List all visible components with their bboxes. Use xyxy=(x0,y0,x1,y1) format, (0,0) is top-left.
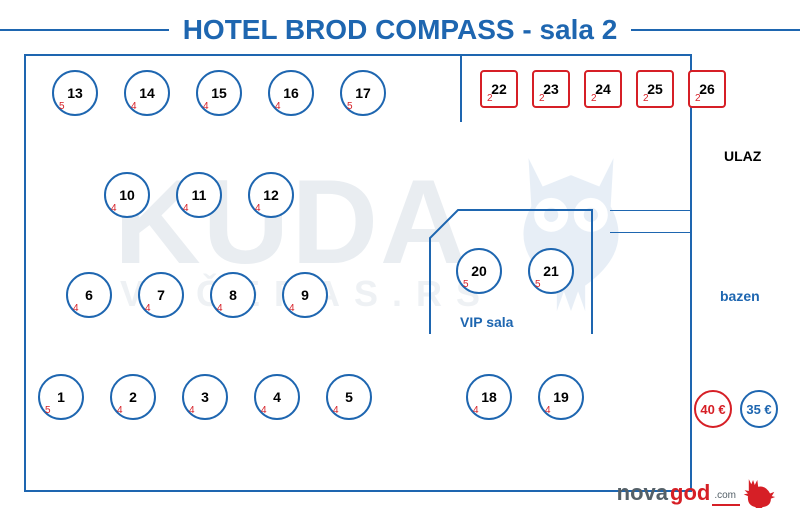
table-8[interactable]: 84 xyxy=(210,272,256,318)
table-capacity: 2 xyxy=(695,93,701,104)
table-number: 8 xyxy=(229,287,237,303)
table-11[interactable]: 114 xyxy=(176,172,222,218)
table-number: 22 xyxy=(491,81,507,97)
table-7[interactable]: 74 xyxy=(138,272,184,318)
table-capacity: 4 xyxy=(131,101,137,112)
table-capacity: 4 xyxy=(183,203,189,214)
table-capacity: 5 xyxy=(45,405,51,416)
table-5[interactable]: 54 xyxy=(326,374,372,420)
table-number: 13 xyxy=(67,85,83,101)
logo-com: .com xyxy=(712,490,740,506)
table-capacity: 5 xyxy=(347,101,353,112)
table-23[interactable]: 232 xyxy=(532,70,570,108)
table-15[interactable]: 154 xyxy=(196,70,242,116)
table-18[interactable]: 184 xyxy=(466,374,512,420)
table-4[interactable]: 44 xyxy=(254,374,300,420)
table-capacity: 5 xyxy=(59,101,65,112)
table-number: 23 xyxy=(543,81,559,97)
table-number: 3 xyxy=(201,389,209,405)
table-capacity: 4 xyxy=(473,405,479,416)
table-capacity: 4 xyxy=(189,405,195,416)
table-number: 9 xyxy=(301,287,309,303)
table-20[interactable]: 205 xyxy=(456,248,502,294)
table-number: 14 xyxy=(139,85,155,101)
table-2[interactable]: 24 xyxy=(110,374,156,420)
table-21[interactable]: 215 xyxy=(528,248,574,294)
table-number: 4 xyxy=(273,389,281,405)
table-capacity: 4 xyxy=(289,303,295,314)
table-22[interactable]: 222 xyxy=(480,70,518,108)
table-24[interactable]: 242 xyxy=(584,70,622,108)
table-19[interactable]: 194 xyxy=(538,374,584,420)
table-capacity: 4 xyxy=(333,405,339,416)
title-line-left xyxy=(0,29,169,31)
table-capacity: 4 xyxy=(117,405,123,416)
table-16[interactable]: 164 xyxy=(268,70,314,116)
table-number: 17 xyxy=(355,85,371,101)
table-capacity: 2 xyxy=(487,93,493,104)
table-number: 7 xyxy=(157,287,165,303)
table-capacity: 4 xyxy=(203,101,209,112)
table-capacity: 4 xyxy=(545,405,551,416)
table-12[interactable]: 124 xyxy=(248,172,294,218)
table-number: 6 xyxy=(85,287,93,303)
table-number: 12 xyxy=(263,187,279,203)
floor-plan: KUDA VEČERAS.RS 135144154164175104114124… xyxy=(24,54,776,492)
table-capacity: 5 xyxy=(535,279,541,290)
table-number: 16 xyxy=(283,85,299,101)
table-capacity: 2 xyxy=(643,93,649,104)
table-capacity: 4 xyxy=(275,101,281,112)
table-9[interactable]: 94 xyxy=(282,272,328,318)
table-number: 1 xyxy=(57,389,65,405)
table-capacity: 5 xyxy=(463,279,469,290)
vip-label: VIP sala xyxy=(460,314,513,330)
table-number: 24 xyxy=(595,81,611,97)
table-number: 25 xyxy=(647,81,663,97)
table-number: 21 xyxy=(543,263,559,279)
table-6[interactable]: 64 xyxy=(66,272,112,318)
table-3[interactable]: 34 xyxy=(182,374,228,420)
table-number: 5 xyxy=(345,389,353,405)
brand-logo: novagod .com xyxy=(617,474,776,506)
table-13[interactable]: 135 xyxy=(52,70,98,116)
table-capacity: 4 xyxy=(73,303,79,314)
table-number: 18 xyxy=(481,389,497,405)
title-row: HOTEL BROD COMPASS - sala 2 xyxy=(0,14,800,46)
logo-nova: nova xyxy=(617,480,668,506)
table-number: 2 xyxy=(129,389,137,405)
table-capacity: 4 xyxy=(145,303,151,314)
table-25[interactable]: 252 xyxy=(636,70,674,108)
table-number: 15 xyxy=(211,85,227,101)
table-number: 11 xyxy=(192,187,207,203)
table-capacity: 4 xyxy=(255,203,261,214)
title-line-right xyxy=(631,29,800,31)
logo-god: god xyxy=(670,480,710,506)
table-capacity: 4 xyxy=(111,203,117,214)
table-17[interactable]: 175 xyxy=(340,70,386,116)
table-number: 26 xyxy=(699,81,715,97)
table-26[interactable]: 262 xyxy=(688,70,726,108)
table-number: 20 xyxy=(471,263,487,279)
table-number: 10 xyxy=(119,187,135,203)
table-capacity: 4 xyxy=(217,303,223,314)
table-14[interactable]: 144 xyxy=(124,70,170,116)
deer-icon xyxy=(742,474,776,508)
table-10[interactable]: 104 xyxy=(104,172,150,218)
table-1[interactable]: 15 xyxy=(38,374,84,420)
tables-layer: 1351441541641751041141246474849420521515… xyxy=(24,54,776,492)
table-capacity: 4 xyxy=(261,405,267,416)
page-title: HOTEL BROD COMPASS - sala 2 xyxy=(177,14,624,46)
table-number: 19 xyxy=(553,389,569,405)
table-capacity: 2 xyxy=(539,93,545,104)
table-capacity: 2 xyxy=(591,93,597,104)
